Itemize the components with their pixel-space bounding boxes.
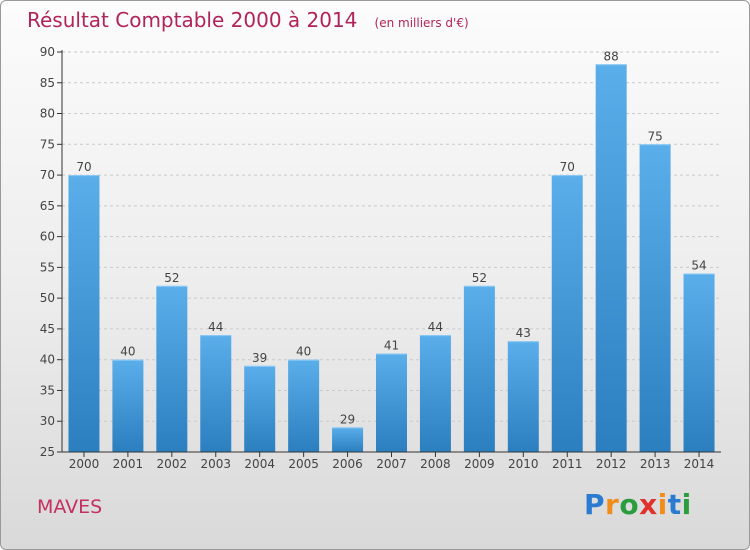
data-label: 52 [164,271,179,285]
x-tick-label: 2012 [596,457,627,471]
bar-2013[interactable] [639,144,671,453]
bar-2002[interactable] [156,285,188,452]
y-tick-label: 75 [40,137,55,151]
y-tick-label: 55 [40,260,55,274]
data-label: 44 [428,320,443,334]
bar-2008[interactable] [419,335,451,452]
data-label: 44 [208,320,223,334]
data-label: 41 [384,339,399,353]
bar-2014[interactable] [683,273,715,452]
logo-letter: x [639,488,658,521]
logo-letter: i [681,488,692,521]
chart-title: Résultat Comptable 2000 à 2014 [27,8,358,32]
data-label: 54 [691,259,706,273]
x-tick-label: 2003 [200,457,231,471]
x-tick-label: 2011 [552,457,583,471]
y-tick-label: 60 [40,230,55,244]
bar-2011[interactable] [551,175,583,453]
x-tick-label: 2007 [376,457,407,471]
bar-2007[interactable] [376,353,407,452]
data-label: 70 [560,160,575,174]
bar-2001[interactable] [112,359,144,452]
bar-2004[interactable] [244,365,276,452]
data-label: 29 [340,412,355,426]
logo-letter: o [619,488,640,521]
bar-2000[interactable] [68,175,100,453]
y-tick-label: 80 [40,107,55,121]
x-tick-label: 2006 [332,457,363,471]
commune-name: MAVES [37,496,103,518]
x-tick-label: 2013 [640,457,671,471]
x-tick-label: 2005 [288,457,319,471]
y-tick-label: 90 [40,45,55,59]
x-tick-label: 2014 [684,457,715,471]
data-label: 88 [604,49,619,63]
x-tick-label: 2004 [244,457,275,471]
data-label: 40 [120,345,135,359]
x-tick-label: 2001 [113,457,144,471]
x-tick-label: 2009 [464,457,495,471]
data-label: 52 [472,271,487,285]
bar-2005[interactable] [288,359,320,452]
y-tick-label: 35 [40,383,55,397]
logo-letter: i [657,488,668,521]
bar-2010[interactable] [507,341,539,452]
y-tick-label: 50 [40,291,55,305]
y-tick-label: 40 [40,353,55,367]
x-tick-label: 2008 [420,457,451,471]
data-label: 75 [647,129,662,143]
y-tick-label: 65 [40,199,55,213]
bar-2009[interactable] [463,285,495,452]
proxiti-logo[interactable]: Proxiti [584,488,692,521]
data-label: 39 [252,351,267,365]
bar-2006[interactable] [332,427,364,452]
logo-letter: r [605,488,620,521]
x-tick-label: 2000 [69,457,100,471]
y-tick-label: 85 [40,76,55,90]
bar-2012[interactable] [595,64,627,453]
chart-title-block: Résultat Comptable 2000 à 2014 (en milli… [27,8,469,32]
logo-letter: P [584,488,606,521]
x-tick-label: 2010 [508,457,539,471]
x-tick-label: 2002 [157,457,188,471]
data-label: 43 [516,326,531,340]
y-tick-label: 30 [40,414,55,428]
y-tick-label: 45 [40,322,55,336]
logo-letter: t [667,488,682,521]
y-tick-label: 25 [40,445,55,459]
y-tick-label: 70 [40,168,55,182]
chart-subtitle: (en milliers d'€) [374,16,469,30]
data-label: 40 [296,345,311,359]
bar-2003[interactable] [200,335,232,452]
data-label: 70 [76,160,91,174]
